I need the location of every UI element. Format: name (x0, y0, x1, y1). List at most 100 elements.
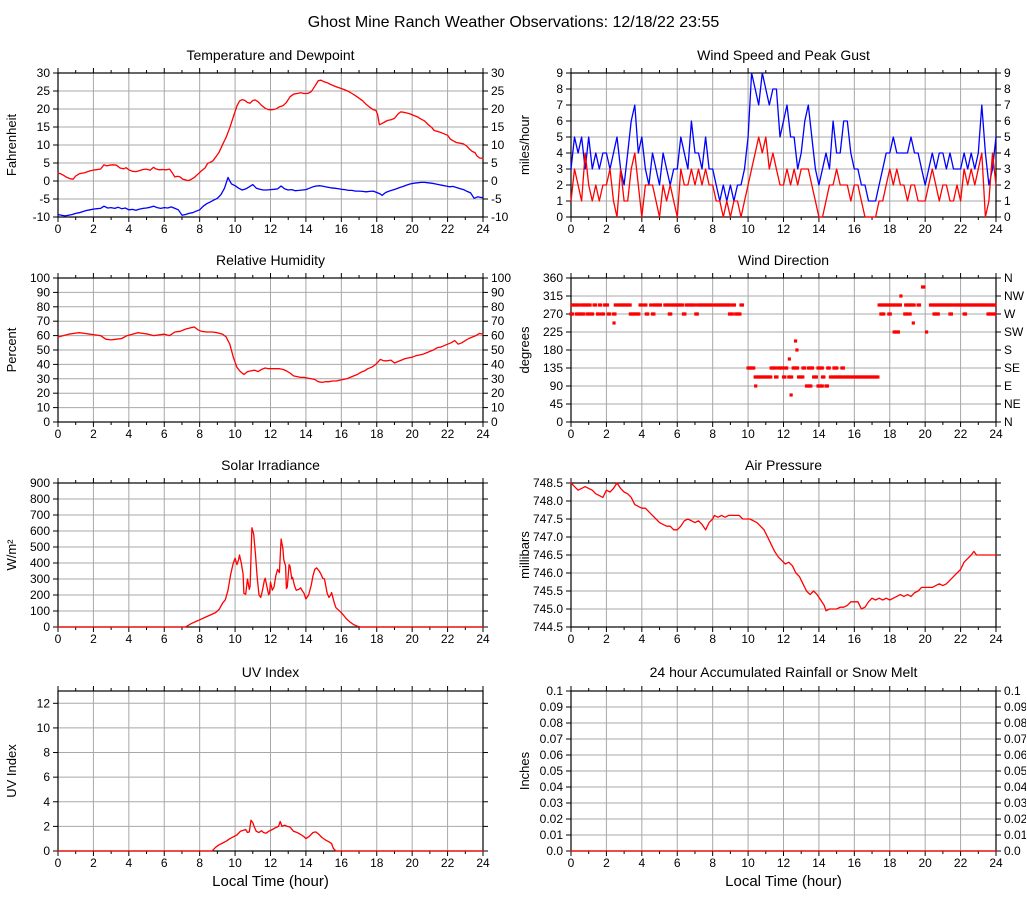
svg-text:8: 8 (709, 632, 716, 646)
svg-text:0.01: 0.01 (540, 828, 564, 842)
svg-text:6: 6 (1004, 114, 1011, 128)
svg-text:80: 80 (491, 300, 505, 314)
svg-text:18: 18 (370, 427, 384, 441)
svg-text:0.07: 0.07 (1004, 732, 1026, 746)
svg-text:0: 0 (55, 222, 62, 236)
svg-text:16: 16 (335, 856, 349, 870)
svg-text:10: 10 (491, 138, 505, 152)
svg-text:10: 10 (741, 632, 755, 646)
svg-text:746.5: 746.5 (533, 548, 563, 562)
svg-text:0: 0 (568, 427, 575, 441)
svg-text:4: 4 (125, 632, 132, 646)
svg-text:90: 90 (550, 379, 564, 393)
svg-text:10: 10 (741, 427, 755, 441)
svg-text:SW: SW (1004, 325, 1024, 339)
svg-text:14: 14 (812, 632, 826, 646)
svg-text:0.07: 0.07 (540, 732, 564, 746)
svg-text:20: 20 (918, 632, 932, 646)
svg-text:270: 270 (543, 307, 563, 321)
svg-text:4: 4 (638, 427, 645, 441)
svg-text:225: 225 (543, 325, 563, 339)
svg-text:8: 8 (709, 856, 716, 870)
svg-text:500: 500 (30, 540, 50, 554)
svg-text:40: 40 (491, 357, 505, 371)
svg-text:400: 400 (30, 556, 50, 570)
chart-wind-direction: 0 2 4 6 8 10 12 14 16 18 20 22 24 0 N 45 NE 90 E 135 SE 180 S 2… (513, 245, 1027, 450)
svg-text:5: 5 (43, 156, 50, 170)
svg-text:24: 24 (476, 427, 490, 441)
svg-text:0: 0 (491, 174, 498, 188)
svg-text:747.5: 747.5 (533, 512, 563, 526)
svg-text:4: 4 (638, 856, 645, 870)
svg-text:7: 7 (1004, 98, 1011, 112)
svg-text:10: 10 (741, 222, 755, 236)
svg-text:10: 10 (491, 401, 505, 415)
svg-text:0: 0 (556, 415, 563, 429)
svg-text:2: 2 (90, 632, 97, 646)
svg-text:6: 6 (161, 856, 168, 870)
svg-text:8: 8 (196, 222, 203, 236)
svg-text:315: 315 (543, 289, 563, 303)
svg-text:24: 24 (476, 222, 490, 236)
svg-text:0: 0 (55, 856, 62, 870)
svg-text:60: 60 (491, 329, 505, 343)
svg-text:30: 30 (37, 372, 51, 386)
svg-text:0.09: 0.09 (1004, 700, 1026, 714)
svg-text:8: 8 (196, 632, 203, 646)
svg-text:UV Index: UV Index (242, 664, 300, 680)
svg-text:24 hour Accumulated Rainfall o: 24 hour Accumulated Rainfall or Snow Mel… (650, 664, 918, 680)
svg-text:4: 4 (556, 146, 563, 160)
svg-text:2: 2 (603, 632, 610, 646)
svg-text:20: 20 (405, 427, 419, 441)
svg-text:4: 4 (638, 222, 645, 236)
svg-text:700: 700 (30, 508, 50, 522)
svg-text:9: 9 (1004, 66, 1011, 80)
svg-text:UV Index: UV Index (4, 744, 19, 798)
svg-text:20: 20 (491, 386, 505, 400)
svg-text:2: 2 (43, 819, 50, 833)
svg-text:100: 100 (30, 604, 50, 618)
svg-text:0.1: 0.1 (546, 684, 563, 698)
svg-text:0: 0 (568, 632, 575, 646)
svg-text:0.03: 0.03 (1004, 796, 1026, 810)
svg-text:Fahrenheit: Fahrenheit (4, 114, 19, 177)
svg-text:18: 18 (370, 632, 384, 646)
svg-text:70: 70 (491, 314, 505, 328)
svg-text:2: 2 (603, 856, 610, 870)
svg-text:80: 80 (37, 300, 51, 314)
svg-text:12: 12 (777, 427, 791, 441)
svg-text:0: 0 (43, 844, 50, 858)
svg-text:14: 14 (299, 222, 313, 236)
svg-text:22: 22 (441, 632, 455, 646)
svg-text:40: 40 (37, 357, 51, 371)
svg-text:16: 16 (848, 856, 862, 870)
svg-text:8: 8 (1004, 82, 1011, 96)
svg-text:14: 14 (812, 427, 826, 441)
svg-text:100: 100 (30, 271, 50, 285)
svg-text:748.5: 748.5 (533, 476, 563, 490)
svg-text:10: 10 (228, 632, 242, 646)
svg-text:12: 12 (264, 222, 278, 236)
svg-text:60: 60 (37, 329, 51, 343)
svg-text:14: 14 (812, 856, 826, 870)
svg-text:14: 14 (299, 856, 313, 870)
svg-text:22: 22 (954, 222, 968, 236)
svg-text:7: 7 (556, 98, 563, 112)
svg-text:12: 12 (37, 696, 51, 710)
svg-text:-10: -10 (491, 210, 509, 224)
svg-text:900: 900 (30, 476, 50, 490)
svg-text:8: 8 (196, 856, 203, 870)
svg-text:70: 70 (37, 314, 51, 328)
svg-text:12: 12 (777, 222, 791, 236)
svg-text:20: 20 (405, 856, 419, 870)
svg-text:1: 1 (1004, 194, 1011, 208)
svg-text:0.05: 0.05 (540, 764, 564, 778)
svg-text:3: 3 (556, 162, 563, 176)
svg-text:0.06: 0.06 (1004, 748, 1026, 762)
svg-text:30: 30 (491, 372, 505, 386)
svg-text:100: 100 (491, 271, 511, 285)
svg-text:135: 135 (543, 361, 563, 375)
svg-text:0.09: 0.09 (540, 700, 564, 714)
svg-text:14: 14 (299, 427, 313, 441)
